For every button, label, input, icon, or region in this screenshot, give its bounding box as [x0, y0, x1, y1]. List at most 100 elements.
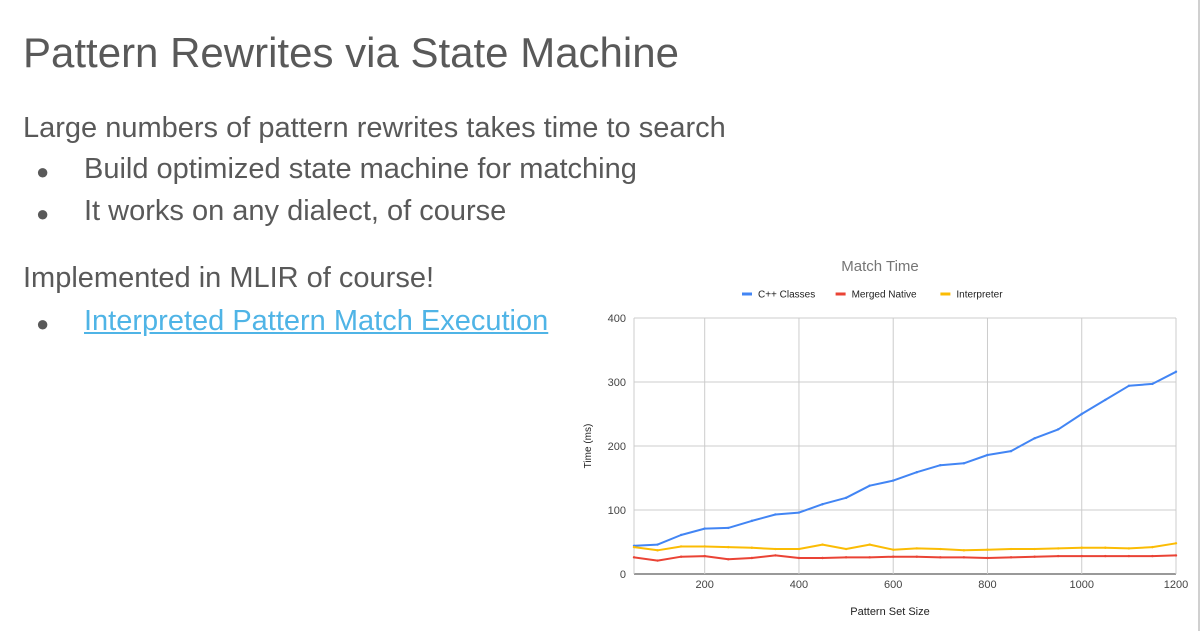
data-point: [915, 547, 918, 550]
bullet-item: Build optimized state machine for matchi…: [84, 153, 637, 185]
data-point: [679, 545, 683, 548]
data-point: [1127, 554, 1131, 558]
bullet-marker: ●: [36, 201, 50, 226]
data-point: [632, 556, 636, 559]
y-tick-label: 100: [608, 505, 626, 517]
chart-legend: C++ Classes Merged Native Interpreter: [742, 290, 1003, 301]
data-point: [632, 545, 636, 549]
data-point: [844, 496, 848, 500]
x-tick-label: 1200: [1164, 579, 1188, 591]
data-point: [1104, 398, 1107, 402]
data-point: [1009, 547, 1013, 551]
data-point: [703, 527, 706, 530]
data-point: [821, 556, 824, 560]
data-point: [797, 511, 801, 514]
chart-series: [632, 370, 1178, 562]
series-line: [633, 370, 1177, 547]
data-point: [774, 547, 777, 551]
data-point: [844, 547, 848, 551]
data-point: [892, 479, 895, 482]
data-point: [1151, 545, 1154, 549]
data-point: [703, 545, 706, 548]
data-point: [797, 547, 801, 551]
data-point: [1009, 556, 1013, 559]
data-point: [1127, 384, 1131, 388]
data-point: [1080, 554, 1083, 558]
legend-label: Interpreter: [956, 290, 1003, 301]
data-point: [962, 549, 966, 552]
data-point: [868, 484, 871, 487]
y-tick-label: 0: [620, 569, 626, 581]
data-point: [915, 471, 918, 474]
data-point: [844, 556, 848, 559]
series-line: [633, 542, 1177, 552]
interpreted-pattern-link[interactable]: Interpreted Pattern Match Execution: [84, 305, 549, 337]
y-tick-label: 400: [608, 313, 626, 325]
data-point: [868, 543, 871, 546]
data-point: [1080, 546, 1083, 549]
slide-edge: [1198, 0, 1200, 631]
y-axis-label: Time (ms): [583, 424, 594, 469]
data-point: [797, 556, 801, 560]
legend-label: Merged Native: [852, 290, 917, 301]
chart-grid: [633, 317, 1177, 575]
x-axis-label: Pattern Set Size: [850, 606, 930, 618]
data-point: [1174, 542, 1178, 545]
data-point: [821, 543, 824, 546]
data-point: [1174, 370, 1178, 373]
x-tick-label: 400: [790, 579, 808, 591]
data-point: [727, 558, 730, 561]
data-point: [1033, 555, 1036, 558]
data-point: [1080, 412, 1083, 416]
data-point: [962, 556, 966, 559]
data-point: [939, 547, 942, 551]
x-tick-label: 600: [884, 579, 902, 591]
data-point: [750, 519, 754, 523]
data-point: [962, 462, 966, 465]
chart-title: Match Time: [841, 258, 919, 275]
x-tick-label: 200: [696, 579, 714, 591]
chart-axes: 0 100 200 300 400 200 400 600 800 1000 1200: [608, 313, 1189, 591]
data-point: [986, 453, 989, 457]
implemented-paragraph: Implemented in MLIR of course!: [23, 262, 435, 294]
data-point: [1033, 437, 1036, 440]
slide-title: Pattern Rewrites via State Machine: [23, 29, 679, 76]
bullet-marker: ●: [36, 159, 50, 184]
data-point: [679, 555, 683, 558]
data-point: [750, 556, 754, 560]
data-point: [1127, 547, 1131, 550]
data-point: [703, 554, 706, 558]
series-line: [633, 554, 1177, 562]
data-point: [1104, 554, 1107, 558]
data-point: [1151, 382, 1154, 386]
data-point: [939, 464, 942, 467]
data-point: [1009, 449, 1013, 453]
data-point: [821, 503, 824, 506]
data-point: [656, 543, 659, 546]
data-point: [1104, 546, 1107, 549]
data-point: [1033, 547, 1036, 551]
data-point: [1056, 547, 1060, 550]
data-point: [986, 556, 989, 560]
data-point: [750, 546, 754, 549]
data-point: [892, 548, 895, 551]
data-point: [1151, 554, 1154, 558]
data-point: [986, 548, 989, 551]
y-tick-label: 300: [608, 377, 626, 389]
intro-paragraph: Large numbers of pattern rewrites takes …: [23, 112, 726, 144]
legend-label: C++ Classes: [758, 290, 815, 301]
bullet-item: It works on any dialect, of course: [84, 195, 507, 227]
data-point: [727, 545, 730, 549]
match-time-chart: Match Time C++ Classes Merged Native Inter…: [583, 258, 1189, 618]
y-tick-label: 200: [608, 441, 626, 453]
data-point: [774, 554, 777, 557]
data-point: [1056, 554, 1060, 558]
data-point: [892, 555, 895, 558]
data-point: [868, 556, 871, 559]
data-point: [656, 559, 659, 562]
data-point: [939, 556, 942, 559]
data-point: [1174, 554, 1178, 557]
data-point: [774, 513, 777, 516]
data-point: [656, 549, 659, 552]
